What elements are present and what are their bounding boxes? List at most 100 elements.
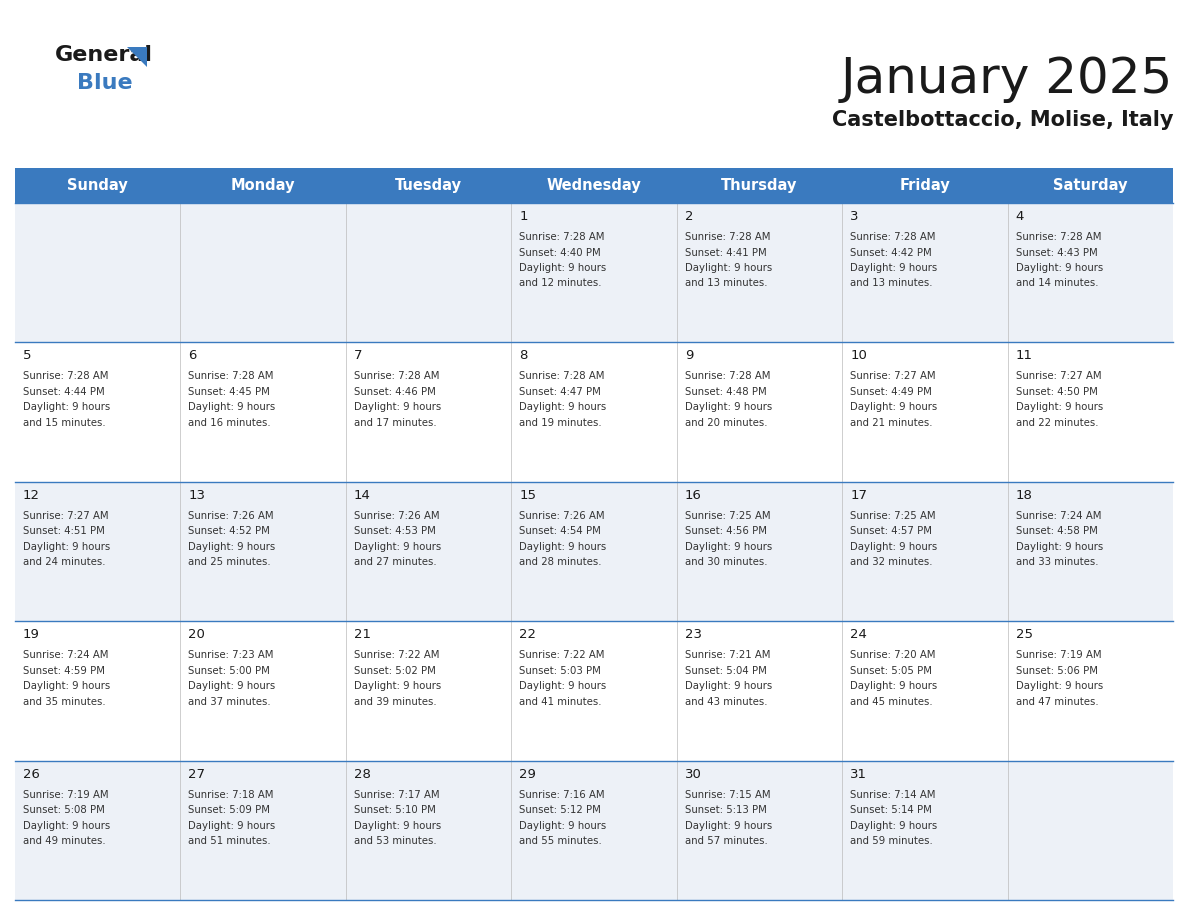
Text: Sunrise: 7:15 AM: Sunrise: 7:15 AM bbox=[684, 789, 770, 800]
Text: Sunrise: 7:16 AM: Sunrise: 7:16 AM bbox=[519, 789, 605, 800]
Text: Sunset: 5:09 PM: Sunset: 5:09 PM bbox=[189, 805, 271, 815]
Text: 7: 7 bbox=[354, 350, 362, 363]
Text: Sunset: 4:56 PM: Sunset: 4:56 PM bbox=[684, 526, 766, 536]
Text: 6: 6 bbox=[189, 350, 197, 363]
Text: Sunrise: 7:22 AM: Sunrise: 7:22 AM bbox=[354, 650, 440, 660]
Text: Sunset: 5:02 PM: Sunset: 5:02 PM bbox=[354, 666, 436, 676]
Text: Sunrise: 7:27 AM: Sunrise: 7:27 AM bbox=[23, 510, 108, 521]
Text: Daylight: 9 hours: Daylight: 9 hours bbox=[1016, 402, 1102, 412]
Bar bbox=[15, 203, 1173, 342]
Text: Daylight: 9 hours: Daylight: 9 hours bbox=[851, 263, 937, 273]
Text: 13: 13 bbox=[189, 488, 206, 502]
Text: 3: 3 bbox=[851, 210, 859, 223]
Text: 9: 9 bbox=[684, 350, 693, 363]
Bar bbox=[15, 761, 1173, 900]
Text: 23: 23 bbox=[684, 628, 702, 641]
Text: and 13 minutes.: and 13 minutes. bbox=[684, 278, 767, 288]
Text: Sunrise: 7:26 AM: Sunrise: 7:26 AM bbox=[189, 510, 274, 521]
Text: and 27 minutes.: and 27 minutes. bbox=[354, 557, 436, 567]
Text: 28: 28 bbox=[354, 767, 371, 780]
Text: Sunrise: 7:24 AM: Sunrise: 7:24 AM bbox=[1016, 510, 1101, 521]
Text: and 16 minutes.: and 16 minutes. bbox=[189, 418, 271, 428]
Text: and 53 minutes.: and 53 minutes. bbox=[354, 836, 436, 846]
Text: 27: 27 bbox=[189, 767, 206, 780]
Text: Daylight: 9 hours: Daylight: 9 hours bbox=[189, 821, 276, 831]
Text: and 37 minutes.: and 37 minutes. bbox=[189, 697, 271, 707]
Text: Tuesday: Tuesday bbox=[396, 178, 462, 193]
Text: Daylight: 9 hours: Daylight: 9 hours bbox=[851, 542, 937, 552]
Text: Sunset: 5:00 PM: Sunset: 5:00 PM bbox=[189, 666, 271, 676]
Text: and 12 minutes.: and 12 minutes. bbox=[519, 278, 602, 288]
Text: and 28 minutes.: and 28 minutes. bbox=[519, 557, 602, 567]
Text: Blue: Blue bbox=[77, 73, 133, 93]
Text: Castelbottaccio, Molise, Italy: Castelbottaccio, Molise, Italy bbox=[832, 110, 1173, 130]
Text: 19: 19 bbox=[23, 628, 40, 641]
Text: and 33 minutes.: and 33 minutes. bbox=[1016, 557, 1098, 567]
Bar bbox=[15, 482, 1173, 621]
Text: Sunrise: 7:17 AM: Sunrise: 7:17 AM bbox=[354, 789, 440, 800]
Text: Daylight: 9 hours: Daylight: 9 hours bbox=[684, 402, 772, 412]
Text: Sunset: 5:12 PM: Sunset: 5:12 PM bbox=[519, 805, 601, 815]
Text: Sunrise: 7:26 AM: Sunrise: 7:26 AM bbox=[354, 510, 440, 521]
Text: and 14 minutes.: and 14 minutes. bbox=[1016, 278, 1098, 288]
Text: Daylight: 9 hours: Daylight: 9 hours bbox=[1016, 681, 1102, 691]
Text: Daylight: 9 hours: Daylight: 9 hours bbox=[519, 681, 607, 691]
Text: Daylight: 9 hours: Daylight: 9 hours bbox=[851, 821, 937, 831]
Text: Daylight: 9 hours: Daylight: 9 hours bbox=[684, 542, 772, 552]
Bar bbox=[15, 342, 1173, 482]
Text: Sunset: 5:08 PM: Sunset: 5:08 PM bbox=[23, 805, 105, 815]
Text: Sunset: 4:48 PM: Sunset: 4:48 PM bbox=[684, 386, 766, 397]
Text: 15: 15 bbox=[519, 488, 536, 502]
Text: Daylight: 9 hours: Daylight: 9 hours bbox=[519, 263, 607, 273]
Text: Daylight: 9 hours: Daylight: 9 hours bbox=[684, 821, 772, 831]
Text: 5: 5 bbox=[23, 350, 32, 363]
Text: Sunrise: 7:28 AM: Sunrise: 7:28 AM bbox=[354, 372, 440, 381]
Text: Sunset: 4:59 PM: Sunset: 4:59 PM bbox=[23, 666, 105, 676]
Text: and 30 minutes.: and 30 minutes. bbox=[684, 557, 767, 567]
Text: and 21 minutes.: and 21 minutes. bbox=[851, 418, 933, 428]
Text: Sunrise: 7:28 AM: Sunrise: 7:28 AM bbox=[684, 372, 770, 381]
Text: Sunset: 4:45 PM: Sunset: 4:45 PM bbox=[189, 386, 271, 397]
Text: and 49 minutes.: and 49 minutes. bbox=[23, 836, 106, 846]
Text: Sunset: 4:51 PM: Sunset: 4:51 PM bbox=[23, 526, 105, 536]
Text: Friday: Friday bbox=[899, 178, 950, 193]
Text: Sunset: 5:14 PM: Sunset: 5:14 PM bbox=[851, 805, 933, 815]
Text: Sunset: 4:50 PM: Sunset: 4:50 PM bbox=[1016, 386, 1098, 397]
Text: Sunset: 4:46 PM: Sunset: 4:46 PM bbox=[354, 386, 436, 397]
Text: Daylight: 9 hours: Daylight: 9 hours bbox=[1016, 542, 1102, 552]
Text: and 19 minutes.: and 19 minutes. bbox=[519, 418, 602, 428]
Text: Daylight: 9 hours: Daylight: 9 hours bbox=[354, 402, 441, 412]
Text: 31: 31 bbox=[851, 767, 867, 780]
Text: and 43 minutes.: and 43 minutes. bbox=[684, 697, 767, 707]
Text: Sunset: 5:13 PM: Sunset: 5:13 PM bbox=[684, 805, 766, 815]
Text: Sunset: 4:40 PM: Sunset: 4:40 PM bbox=[519, 248, 601, 258]
Text: and 13 minutes.: and 13 minutes. bbox=[851, 278, 933, 288]
Text: Sunrise: 7:27 AM: Sunrise: 7:27 AM bbox=[1016, 372, 1101, 381]
Text: Sunrise: 7:26 AM: Sunrise: 7:26 AM bbox=[519, 510, 605, 521]
Text: and 45 minutes.: and 45 minutes. bbox=[851, 697, 933, 707]
Text: Sunset: 5:05 PM: Sunset: 5:05 PM bbox=[851, 666, 933, 676]
Text: and 17 minutes.: and 17 minutes. bbox=[354, 418, 436, 428]
Text: 17: 17 bbox=[851, 488, 867, 502]
Text: Daylight: 9 hours: Daylight: 9 hours bbox=[851, 681, 937, 691]
Text: 29: 29 bbox=[519, 767, 536, 780]
Text: Sunrise: 7:27 AM: Sunrise: 7:27 AM bbox=[851, 372, 936, 381]
Text: Daylight: 9 hours: Daylight: 9 hours bbox=[519, 402, 607, 412]
Text: 1: 1 bbox=[519, 210, 527, 223]
Text: Sunset: 4:42 PM: Sunset: 4:42 PM bbox=[851, 248, 931, 258]
Text: Daylight: 9 hours: Daylight: 9 hours bbox=[1016, 263, 1102, 273]
Text: Sunrise: 7:20 AM: Sunrise: 7:20 AM bbox=[851, 650, 936, 660]
Text: 4: 4 bbox=[1016, 210, 1024, 223]
Text: and 24 minutes.: and 24 minutes. bbox=[23, 557, 106, 567]
Text: and 15 minutes.: and 15 minutes. bbox=[23, 418, 106, 428]
Text: 24: 24 bbox=[851, 628, 867, 641]
Text: and 59 minutes.: and 59 minutes. bbox=[851, 836, 933, 846]
Text: Sunrise: 7:19 AM: Sunrise: 7:19 AM bbox=[1016, 650, 1101, 660]
Text: 10: 10 bbox=[851, 350, 867, 363]
Text: 12: 12 bbox=[23, 488, 40, 502]
Text: 30: 30 bbox=[684, 767, 702, 780]
Text: 22: 22 bbox=[519, 628, 536, 641]
Text: Sunrise: 7:22 AM: Sunrise: 7:22 AM bbox=[519, 650, 605, 660]
Text: Sunrise: 7:28 AM: Sunrise: 7:28 AM bbox=[519, 232, 605, 242]
Text: Wednesday: Wednesday bbox=[546, 178, 642, 193]
